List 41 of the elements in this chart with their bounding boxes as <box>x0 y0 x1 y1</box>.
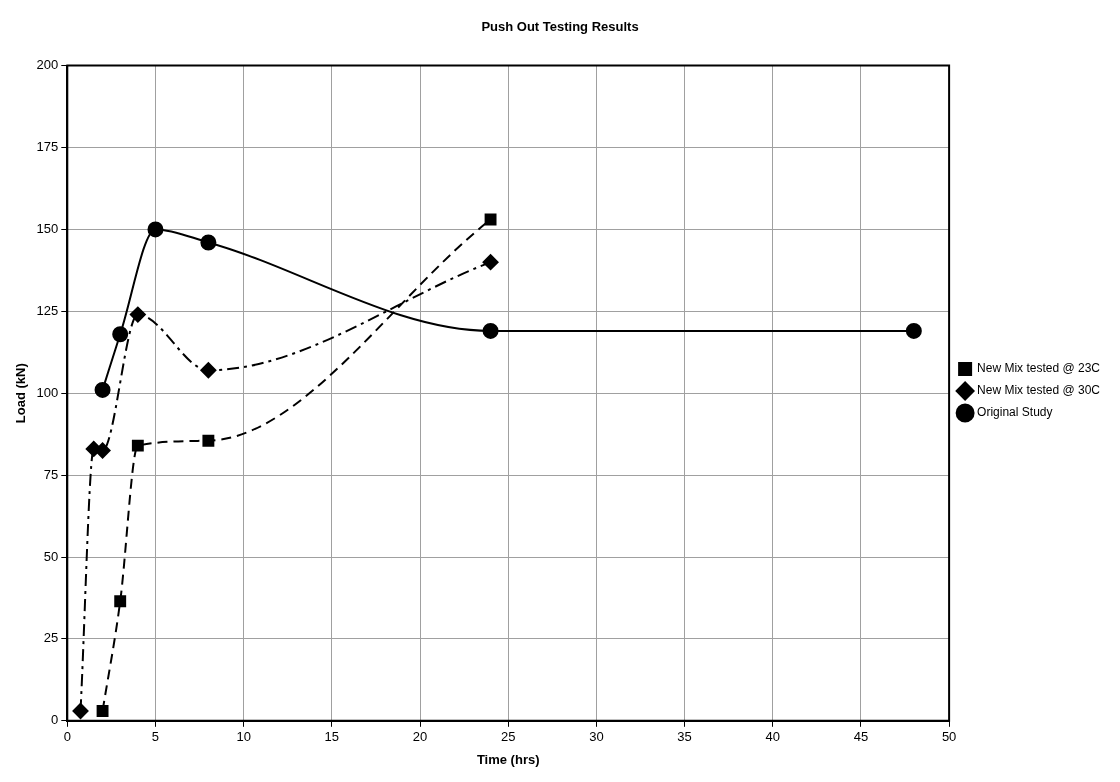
x-tick-label: 45 <box>853 729 869 745</box>
point <box>114 595 127 608</box>
point <box>131 439 144 452</box>
legend-label: New Mix tested @ 23C <box>977 361 1101 376</box>
x-tick-label: 25 <box>500 729 516 745</box>
x-tick-label: 10 <box>236 729 251 745</box>
y-tick-label: 125 <box>36 302 59 318</box>
x-tick-label: 40 <box>765 729 780 745</box>
point <box>147 221 164 238</box>
y-tick-label: 150 <box>36 220 59 236</box>
y-tick-label: 200 <box>36 57 59 73</box>
x-tick-label: 20 <box>412 729 428 745</box>
chart-title: Push Out Testing Results <box>481 19 639 35</box>
y-tick-label: 50 <box>43 548 59 564</box>
x-tick-label: 35 <box>677 729 692 745</box>
y-tick-label: 175 <box>36 139 59 155</box>
legend-label: Original Study <box>977 405 1053 420</box>
x-tick-label: 30 <box>589 729 604 745</box>
x-tick-label: 15 <box>324 729 340 745</box>
y-tick-label: 0 <box>51 712 59 728</box>
point <box>482 254 499 271</box>
x-axis-title: Time (hrs) <box>476 751 540 767</box>
y-tick-label: 75 <box>43 466 59 482</box>
x-tick-label: 50 <box>941 729 957 745</box>
legend-label: New Mix tested @ 30C <box>977 383 1101 398</box>
point <box>200 234 217 251</box>
point <box>200 362 217 379</box>
point <box>112 326 129 343</box>
y-axis-title: Load (kN) <box>13 363 29 424</box>
point <box>202 434 215 447</box>
y-tick-label: 25 <box>43 630 59 646</box>
y-tick-label: 100 <box>36 384 59 400</box>
point <box>129 306 146 323</box>
point <box>482 322 499 339</box>
x-tick-label: 5 <box>151 729 160 745</box>
point <box>905 322 922 339</box>
point <box>484 213 497 226</box>
point <box>72 702 89 719</box>
x-tick-label: 0 <box>63 729 71 745</box>
point <box>94 381 111 398</box>
point <box>96 705 109 717</box>
